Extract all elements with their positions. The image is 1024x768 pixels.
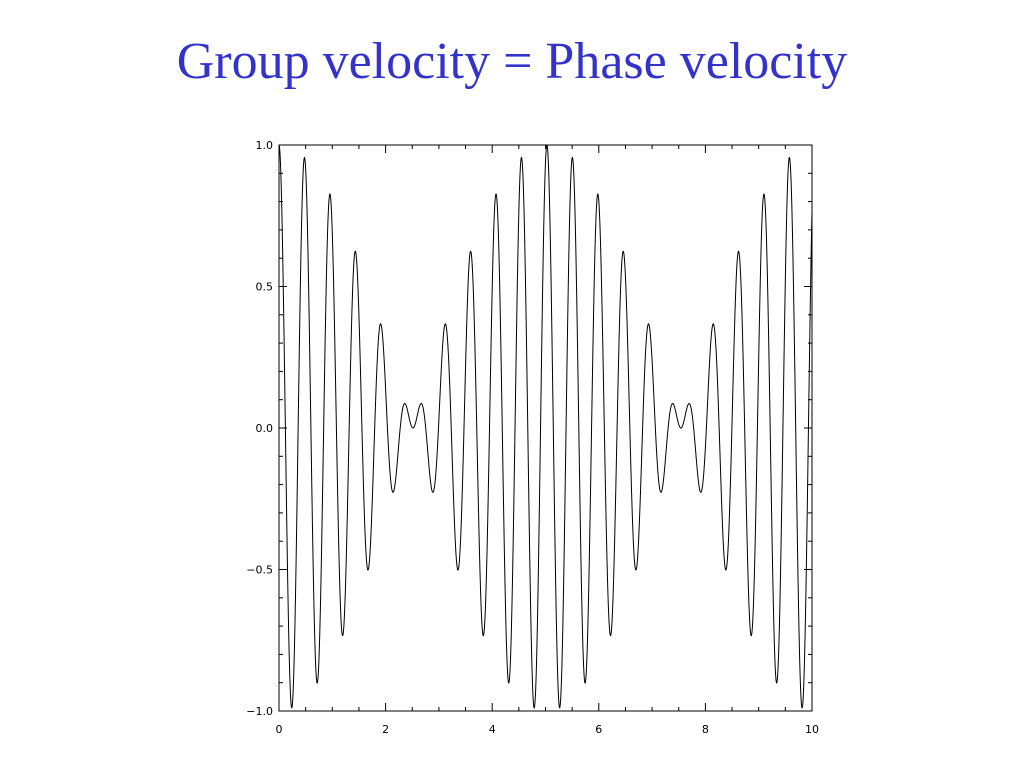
x-tick-label: 6 xyxy=(595,723,602,736)
x-tick-label: 2 xyxy=(382,723,389,736)
y-tick-label: 0.5 xyxy=(256,281,274,294)
x-axis: 0 2 4 6 8 10 xyxy=(276,145,819,736)
y-tick-label: 1.0 xyxy=(256,139,274,152)
slide-title: Group velocity = Phase velocity xyxy=(176,33,848,90)
y-tick-label: −0.5 xyxy=(246,564,273,577)
x-tick-label: 4 xyxy=(489,723,496,736)
wave-line xyxy=(278,144,813,709)
y-tick-label: −1.0 xyxy=(246,705,273,718)
y-tick-label: 0.0 xyxy=(256,422,274,435)
y-axis: −1.0 −0.5 0.0 0.5 1.0 xyxy=(246,139,812,718)
x-tick-label: 8 xyxy=(702,723,709,736)
x-tick-label: 0 xyxy=(276,723,283,736)
x-tick-label: 10 xyxy=(805,723,819,736)
